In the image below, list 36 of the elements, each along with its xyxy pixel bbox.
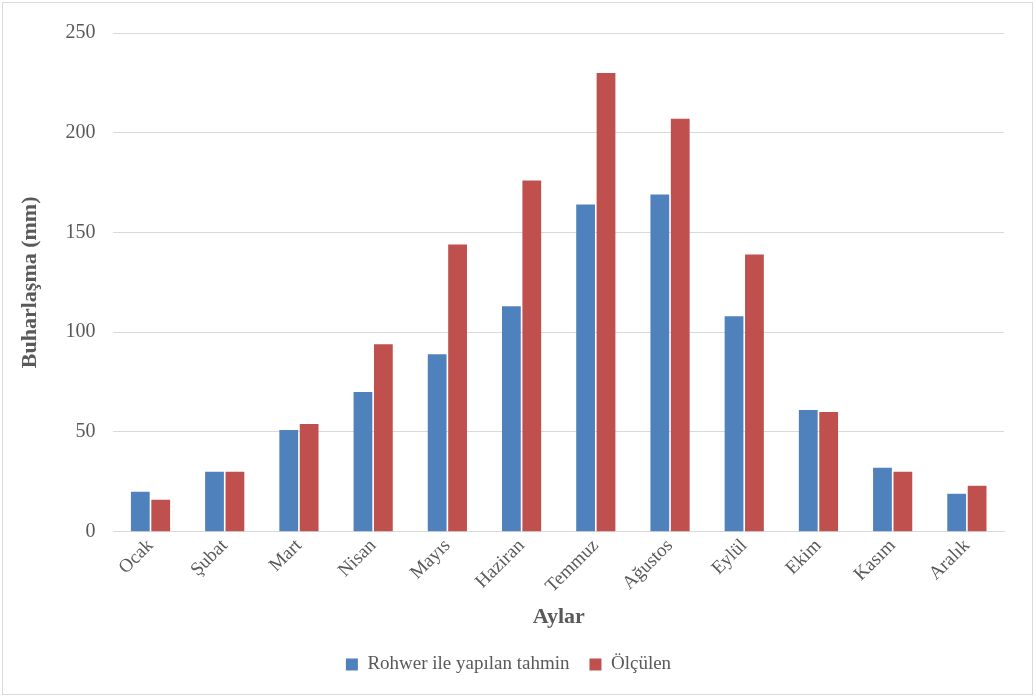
- bar: [502, 306, 521, 532]
- y-tick-label: 200: [65, 119, 96, 142]
- bar: [279, 429, 299, 532]
- bar: [576, 204, 595, 532]
- bar: [225, 471, 245, 532]
- bar: [967, 485, 987, 532]
- x-tick-label: Mart: [264, 533, 306, 576]
- bar: [151, 499, 171, 532]
- legend-label: Rohwer ile yapılan tahmin: [367, 652, 570, 674]
- bar: [353, 392, 373, 532]
- bar: [205, 471, 224, 532]
- y-axis-title: Buharlaşma (mm): [15, 196, 41, 369]
- y-tick-label: 0: [85, 518, 96, 541]
- bar: [448, 244, 467, 532]
- y-tick-label: 100: [65, 319, 96, 342]
- bar: [893, 471, 913, 532]
- bar: [724, 316, 744, 532]
- bar: [373, 344, 393, 532]
- bar: [299, 423, 319, 532]
- bar: [427, 354, 447, 532]
- bar: [745, 254, 764, 532]
- bar: [596, 72, 616, 532]
- bar: [873, 467, 892, 532]
- bar: [522, 180, 542, 532]
- legend-label: Ölçülen: [610, 652, 672, 674]
- bar: [670, 118, 690, 532]
- bar: [650, 194, 670, 532]
- bar: [798, 409, 818, 532]
- bar: [130, 491, 150, 532]
- bar: [819, 411, 839, 532]
- y-tick-label: 50: [75, 419, 96, 442]
- y-tick-label: 150: [65, 219, 96, 242]
- bar: [947, 493, 967, 532]
- x-tick-label: Ocak: [113, 533, 158, 578]
- x-axis-title: Aylar: [532, 603, 585, 629]
- y-tick-label: 250: [65, 20, 96, 43]
